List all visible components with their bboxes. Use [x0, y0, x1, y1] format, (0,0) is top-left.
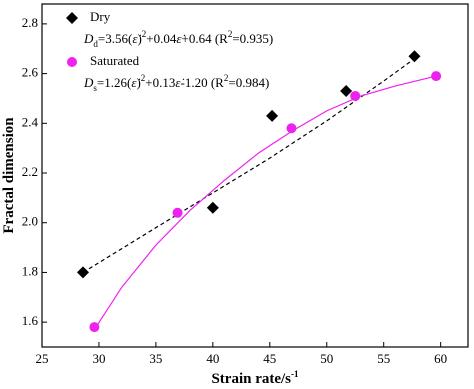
- y-tick-label: 2.6: [22, 65, 39, 80]
- y-tick-label: 2.2: [22, 164, 38, 179]
- x-tick-label: 30: [92, 351, 105, 366]
- legend-marker: [66, 12, 78, 24]
- point: [340, 84, 353, 97]
- text-part: ε̇: [132, 31, 141, 46]
- text-part: D: [83, 31, 94, 46]
- fit-equation: Dd=3.56(ε̇)2+0.04ε̇+0.64 (R2=0.935): [83, 29, 273, 49]
- y-axis-label: Fractal dimension: [1, 117, 17, 234]
- y-tick-label: 1.8: [22, 263, 38, 278]
- x-tick-label: 25: [36, 351, 49, 366]
- plot-frame: [41, 3, 469, 348]
- legend-label: Saturated: [90, 53, 140, 68]
- fit-equation: Ds=1.26(ε̇)2+0.13ε̇-1.20 (R2=0.984): [83, 73, 269, 93]
- text-part: =3.56(: [98, 31, 132, 46]
- text-part: 2: [224, 73, 229, 83]
- x-tick-label: 45: [263, 351, 276, 366]
- point: [286, 123, 297, 134]
- text-part: ): [136, 75, 140, 90]
- point: [266, 109, 279, 122]
- point: [431, 71, 442, 82]
- x-tick-label: 35: [149, 351, 162, 366]
- text-part: =0.984): [228, 75, 269, 90]
- text-part: Strain rate/s: [211, 371, 291, 387]
- text-part: ε̇: [131, 75, 140, 90]
- point: [89, 322, 100, 333]
- y-tick-label: 2.0: [22, 214, 38, 229]
- text-part: -1: [291, 369, 299, 379]
- text-part: +0.13: [145, 75, 175, 90]
- y-tick-label: 2.4: [22, 114, 39, 129]
- point: [206, 201, 219, 214]
- fit-line: [82, 58, 415, 273]
- point: [172, 207, 183, 218]
- x-tick-label: 60: [434, 351, 447, 366]
- x-axis-label: Strain rate/s-1: [211, 369, 299, 387]
- x-tick-label: 50: [320, 351, 333, 366]
- text-part: ε̇: [175, 75, 184, 90]
- point: [77, 266, 90, 279]
- y-tick-label: 2.8: [22, 15, 38, 30]
- text-part: +0.64 (R: [182, 31, 229, 46]
- text-part: ): [137, 31, 141, 46]
- text-part: =1.26(: [97, 75, 131, 90]
- text-part: 2: [228, 29, 233, 39]
- x-tick-label: 55: [377, 351, 390, 366]
- text-part: 2: [142, 29, 147, 39]
- x-tick-label: 40: [206, 351, 219, 366]
- legend-marker: [67, 57, 77, 67]
- text-part: d: [93, 39, 98, 49]
- text-part: =0.935): [232, 31, 273, 46]
- text-part: Fractal dimension: [1, 117, 17, 234]
- text-part: s: [93, 83, 97, 93]
- fit-line: [93, 75, 437, 330]
- text-part: ε̇: [176, 31, 185, 46]
- point: [408, 50, 421, 63]
- text-part: D: [83, 75, 94, 90]
- y-tick-label: 1.6: [22, 313, 39, 328]
- text-part: 2: [141, 73, 146, 83]
- text-part: +0.04: [146, 31, 177, 46]
- legend-label: Dry: [90, 9, 111, 24]
- point: [350, 90, 361, 101]
- text-part: -1.20 (R: [181, 75, 225, 90]
